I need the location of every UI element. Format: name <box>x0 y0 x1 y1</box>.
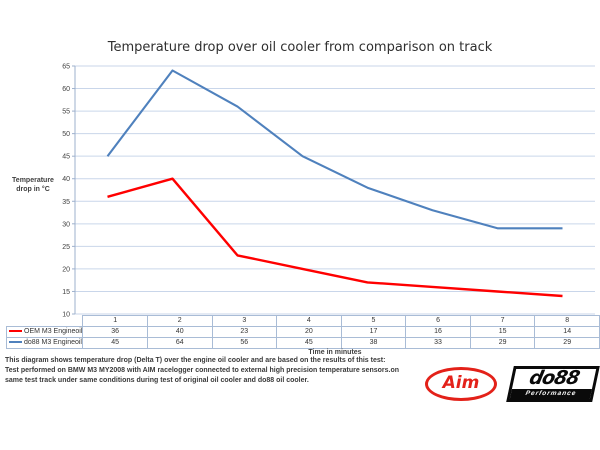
do88-performance-label: Performance <box>509 389 592 399</box>
footer-note: This diagram shows temperature drop (Del… <box>5 356 425 386</box>
footer-line: This diagram shows temperature drop (Del… <box>5 357 386 364</box>
y-axis-title-line: drop in °C <box>16 186 50 193</box>
y-tick-label: 35 <box>62 199 70 206</box>
value-cell: 20 <box>276 326 342 338</box>
footer-line: Test performed on BMW M3 MY2008 with AIM… <box>5 367 400 374</box>
do88-logo-text: do88 <box>527 367 582 389</box>
value-cell: 38 <box>340 337 407 349</box>
legend-label: OEM M3 Engineoil <box>24 328 83 335</box>
category-header-cell: 3 <box>211 315 278 327</box>
y-tick-label: 30 <box>62 221 70 228</box>
y-tick-label: 10 <box>62 312 70 319</box>
table-row: do88 M3 Engineoil 45 64 56 45 38 33 29 29 <box>5 337 600 349</box>
value-cell: 29 <box>534 337 600 349</box>
series-line-do88 <box>106 69 563 230</box>
aim-logo: Aim <box>425 367 497 401</box>
value-cell: 64 <box>146 337 213 349</box>
y-tick-label: 50 <box>62 131 70 138</box>
legend-cell: OEM M3 Engineoil <box>5 326 84 338</box>
x-axis-title: Time in minutes <box>308 349 362 356</box>
y-tick-label: 60 <box>62 86 70 93</box>
y-axis-title-line: Temperature <box>12 177 54 184</box>
legend-cell: do88 M3 Engineoil <box>5 337 84 349</box>
table-row: OEM M3 Engineoil 36 40 23 20 17 16 15 14 <box>5 326 600 338</box>
y-tick-label: 20 <box>62 266 70 273</box>
value-cell: 14 <box>534 326 600 338</box>
category-header-cell: 4 <box>276 315 342 327</box>
footer-line: same test track under same conditions du… <box>5 377 309 384</box>
legend-label: do88 M3 Engineoil <box>24 339 82 346</box>
value-cell: 16 <box>405 326 471 338</box>
y-tick-label: 45 <box>62 154 70 161</box>
value-cell: 17 <box>340 326 407 338</box>
legend-swatch-icon <box>9 340 22 343</box>
table-corner-cell <box>7 316 83 327</box>
value-cell: 33 <box>405 337 471 349</box>
value-cell: 56 <box>211 337 278 349</box>
value-cell: 23 <box>211 326 278 338</box>
legend-swatch-icon <box>9 329 22 332</box>
y-tick-label: 25 <box>62 244 70 251</box>
value-cell: 29 <box>469 337 536 349</box>
value-cell: 45 <box>276 337 342 349</box>
category-header-cell: 1 <box>82 315 148 327</box>
category-header-cell: 6 <box>405 315 471 327</box>
y-tick-label: 40 <box>62 176 70 183</box>
value-cell: 36 <box>82 326 148 338</box>
y-tick-label: 15 <box>62 289 70 296</box>
y-tick-label: 55 <box>62 109 70 116</box>
category-header-cell: 5 <box>340 315 407 327</box>
y-tick-label: 65 <box>62 64 70 71</box>
data-table-wrap: 1 2 3 4 5 6 7 8 OEM M3 Engineoil 36 40 23 20 17 16 15 14… <box>5 315 600 349</box>
value-cell: 15 <box>469 326 536 338</box>
category-header-cell: 7 <box>469 315 536 327</box>
chart-title: Temperature drop over oil cooler from co… <box>107 40 493 55</box>
do88-logo: do88 Performance <box>506 366 600 402</box>
category-header-cell: 2 <box>146 315 213 327</box>
data-table: 1 2 3 4 5 6 7 8 OEM M3 Engineoil 36 40 23 20 17 16 15 14… <box>5 315 600 349</box>
aim-logo-text: Aim <box>442 373 480 393</box>
series-line-oem <box>107 177 563 298</box>
value-cell: 45 <box>82 337 148 349</box>
value-cell: 40 <box>146 326 213 338</box>
y-axis-title: Temperature drop in °C <box>4 176 62 194</box>
category-header-cell: 8 <box>534 315 600 327</box>
